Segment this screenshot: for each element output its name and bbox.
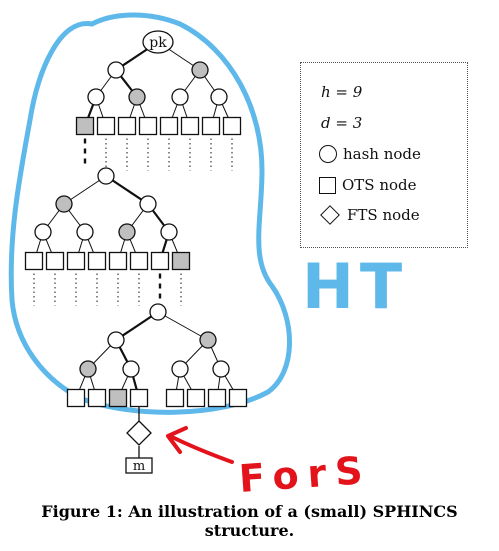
ots-node bbox=[108, 388, 128, 408]
ots-node bbox=[165, 388, 185, 408]
ots-node-symbol-icon bbox=[319, 176, 336, 194]
bottom-tree-edge bbox=[157, 311, 209, 341]
fors-arrow-head-icon bbox=[166, 426, 188, 454]
hash-node bbox=[191, 61, 209, 79]
message-label: m bbox=[133, 459, 145, 474]
hash-node bbox=[171, 88, 189, 106]
ots-node bbox=[171, 251, 191, 271]
legend-fts-label: FTS node bbox=[347, 206, 420, 224]
root-node bbox=[142, 30, 174, 54]
ots-node bbox=[138, 116, 158, 136]
fors-annotation-label: ForS bbox=[238, 448, 373, 501]
ots-node bbox=[228, 388, 248, 408]
hash-node bbox=[160, 223, 178, 241]
ots-node bbox=[96, 116, 116, 136]
ots-node bbox=[117, 116, 137, 136]
ots-node bbox=[108, 251, 128, 271]
ots-node bbox=[186, 388, 206, 408]
legend-hash-label: hash node bbox=[343, 145, 421, 163]
ots-node bbox=[150, 251, 170, 271]
ots-node bbox=[87, 251, 107, 271]
legend-h-param: h = 9 bbox=[321, 83, 363, 101]
hash-node bbox=[118, 223, 136, 241]
hash-node bbox=[76, 223, 94, 241]
hash-node bbox=[34, 223, 52, 241]
hash-node-symbol-icon bbox=[319, 145, 337, 163]
root-label: pk bbox=[149, 35, 167, 51]
message-box bbox=[125, 457, 153, 474]
ots-node bbox=[129, 251, 149, 271]
hash-node bbox=[199, 331, 217, 349]
figure-caption: Figure 1: An illustration of a (small) S… bbox=[41, 502, 458, 540]
hash-node bbox=[79, 360, 97, 378]
fors-arrow-shaft bbox=[168, 434, 234, 464]
hash-node bbox=[128, 88, 146, 106]
hash-node bbox=[87, 88, 105, 106]
hash-node bbox=[107, 61, 125, 79]
ht-annotation-label: HT bbox=[302, 250, 408, 323]
hash-node bbox=[55, 195, 73, 213]
ots-node bbox=[201, 116, 221, 136]
ots-node bbox=[159, 116, 179, 136]
hash-node bbox=[210, 88, 228, 106]
ots-node bbox=[87, 388, 107, 408]
hash-node bbox=[139, 195, 157, 213]
hash-node bbox=[107, 331, 125, 349]
fts-node-symbol-icon bbox=[320, 205, 340, 225]
ots-node bbox=[66, 251, 86, 271]
legend-ots-label: OTS node bbox=[342, 176, 417, 194]
ots-node bbox=[129, 388, 149, 408]
ots-node bbox=[222, 116, 242, 136]
ots-node bbox=[75, 116, 95, 136]
fts-node bbox=[126, 420, 152, 446]
legend-d-param: d = 3 bbox=[321, 114, 363, 132]
ots-node bbox=[207, 388, 227, 408]
hash-node bbox=[97, 167, 115, 185]
hash-node bbox=[122, 360, 140, 378]
ht-annotation-outline bbox=[8, 12, 292, 415]
ots-node bbox=[66, 388, 86, 408]
ots-node bbox=[24, 251, 44, 271]
legend-fts-node: FTS node bbox=[319, 205, 420, 225]
legend-hash-node: hash node bbox=[319, 145, 421, 163]
hash-node bbox=[149, 303, 167, 321]
hash-node bbox=[212, 360, 230, 378]
hash-node bbox=[171, 360, 189, 378]
ots-node bbox=[45, 251, 65, 271]
legend-ots-node: OTS node bbox=[319, 176, 417, 194]
legend-box: h = 9 d = 3 hash node OTS node FTS node bbox=[300, 62, 468, 248]
ots-node bbox=[180, 116, 200, 136]
